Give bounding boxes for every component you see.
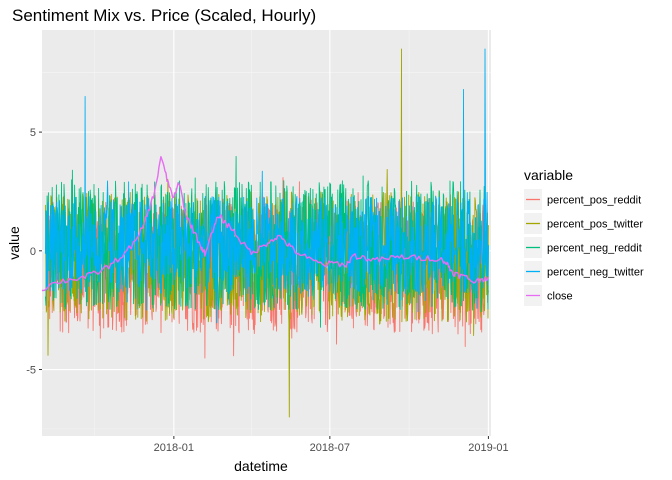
y-axis-title: value <box>6 226 22 260</box>
y-tick-label: 5 <box>30 127 36 139</box>
legend-label: percent_neg_reddit <box>547 243 642 255</box>
legend-label: close <box>547 291 573 303</box>
chart-title: Sentiment Mix vs. Price (Scaled, Hourly) <box>12 6 316 25</box>
series-layer <box>41 48 490 418</box>
legend: variable percent_pos_reddit percent_pos_t… <box>524 167 644 306</box>
x-tick-label: 2018-01 <box>154 442 194 454</box>
x-axis-title: datetime <box>234 458 288 474</box>
y-tick-label: -5 <box>26 365 36 377</box>
axes: -5 0 5 2018-01 2018-07 2019-01 <box>26 127 508 454</box>
legend-label: percent_pos_reddit <box>547 195 641 207</box>
x-tick-label: 2018-07 <box>310 442 350 454</box>
series-percent-neg-twitter <box>44 48 489 324</box>
x-tick-label: 2019-01 <box>468 442 508 454</box>
series-close <box>41 156 490 292</box>
legend-label: percent_neg_twitter <box>547 267 644 279</box>
legend-title: variable <box>524 167 573 183</box>
legend-label: percent_pos_twitter <box>547 219 643 231</box>
y-tick-label: 0 <box>30 246 36 258</box>
